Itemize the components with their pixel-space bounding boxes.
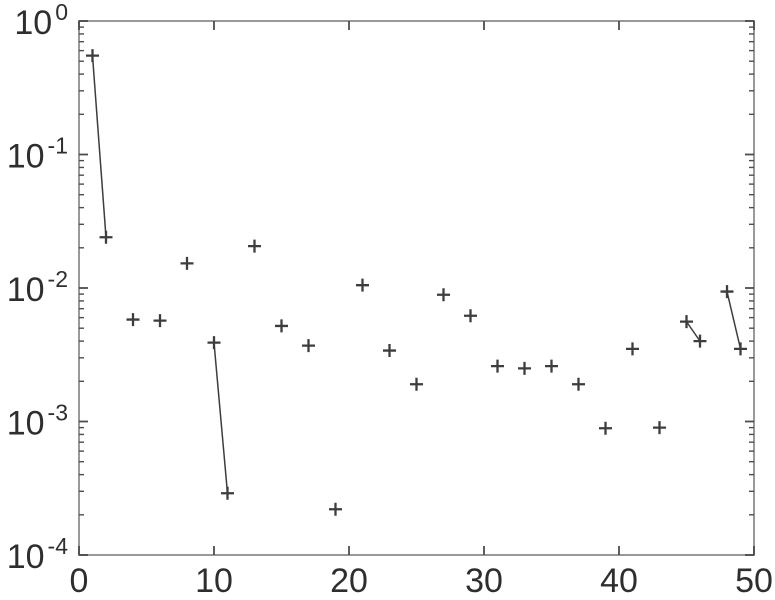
y-tick-label: 10 -4 (7, 533, 68, 576)
plus-marker (99, 230, 113, 244)
connecting-line-segment (213, 342, 229, 494)
plus-marker (518, 361, 531, 375)
connecting-line-segment (91, 55, 107, 238)
y-tick-label: 10 0 (14, 0, 68, 42)
plus-marker (572, 377, 585, 391)
x-tick-label: 30 (465, 562, 503, 600)
plus-marker (464, 309, 477, 323)
plus-marker (693, 334, 707, 348)
plus-marker (221, 486, 234, 500)
x-tick-label: 50 (735, 562, 773, 600)
plus-marker (599, 421, 612, 435)
plus-marker (207, 336, 221, 350)
plus-marker (734, 342, 747, 356)
x-tick-label: 40 (600, 562, 638, 600)
plus-marker (126, 313, 140, 327)
plus-marker (302, 339, 315, 353)
plus-marker (720, 285, 734, 299)
plus-marker (248, 239, 261, 253)
y-tick-label: 10 -2 (7, 266, 68, 309)
plus-marker (180, 256, 194, 270)
plus-marker (437, 288, 450, 302)
plus-marker (329, 502, 342, 516)
plus-marker (86, 49, 99, 63)
plus-marker (626, 342, 639, 356)
y-tick-label: 10 -3 (7, 400, 68, 443)
plus-marker (275, 319, 288, 333)
y-tick-label: 10 -1 (7, 133, 68, 176)
x-tick-label: 10 (195, 562, 233, 600)
plus-marker (653, 421, 666, 435)
x-tick-label: 20 (330, 562, 368, 600)
connecting-line-segment (685, 321, 701, 342)
plus-marker (545, 359, 558, 373)
x-tick-label: 0 (70, 562, 89, 600)
plus-marker (356, 278, 369, 292)
plus-marker (491, 359, 504, 373)
plus-marker (383, 344, 396, 358)
plus-marker (680, 315, 693, 329)
plus-marker (410, 377, 423, 391)
plus-marker (153, 314, 167, 328)
connecting-line-segment (726, 291, 742, 350)
